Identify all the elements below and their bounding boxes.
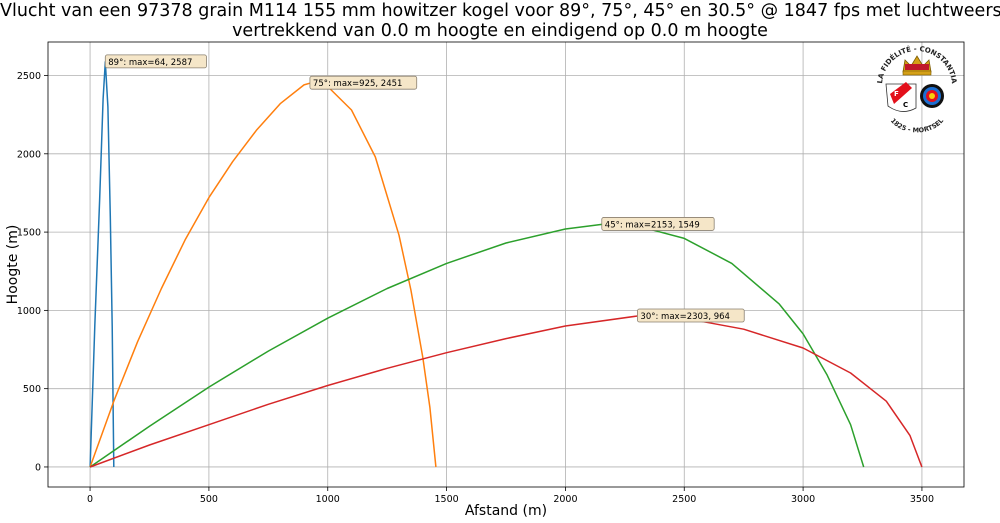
- svg-text:1825 - MORTSEL: 1825 - MORTSEL: [889, 117, 945, 134]
- x-tick-label: 2000: [553, 494, 577, 505]
- logo-letter-c: C: [903, 101, 908, 109]
- annotation-label: 75°: max=925, 2451: [313, 79, 403, 89]
- x-tick-label: 3500: [910, 494, 934, 505]
- x-tick-label: 2500: [672, 494, 696, 505]
- annotation-box: [601, 217, 715, 231]
- plot-frame: [47, 41, 965, 488]
- x-tick-label: 3000: [791, 494, 815, 505]
- logo-letter-f: F: [894, 90, 899, 98]
- annotation-label: 45°: max=2153, 1549: [605, 220, 700, 230]
- plot-area: [48, 42, 964, 487]
- chart-title-line-2: vertrekkend van 0.0 m hoogte en eindigen…: [232, 21, 768, 41]
- y-tick-label: 1500: [17, 228, 41, 239]
- y-tick-label: 2000: [17, 149, 41, 160]
- series-line-4: [89, 315, 923, 468]
- club-logo: LA FIDÉLITÉ - CONSTANTIA F C 1825 - MORT…: [876, 44, 958, 134]
- x-tick-label: 1500: [434, 494, 458, 505]
- crown-icon: [902, 55, 932, 76]
- y-tick-label: 1000: [17, 306, 41, 317]
- archery-target-icon: [920, 84, 944, 108]
- x-tick-label: 0: [87, 494, 93, 505]
- x-tick-label: 500: [200, 494, 218, 505]
- x-axis-label: Afstand (m): [465, 503, 547, 519]
- logo-bottom-text: 1825 - MORTSEL: [889, 117, 945, 134]
- series-line-3: [89, 223, 865, 468]
- y-tick-label: 2500: [17, 71, 41, 82]
- y-tick-label: 0: [35, 462, 41, 473]
- y-tick-label: 500: [23, 384, 41, 395]
- red-band-shield: [890, 82, 912, 104]
- x-tick-label: 1000: [316, 494, 340, 505]
- annotation-box: [637, 308, 745, 323]
- annotation-label: 30°: max=2303, 964: [640, 312, 730, 322]
- annotation-label: 89°: max=64, 2587: [108, 58, 192, 68]
- annotation-box: [104, 54, 207, 69]
- annotation-box: [309, 75, 418, 90]
- y-axis-label: Hoogte (m): [5, 225, 21, 305]
- series-line-2: [89, 82, 437, 468]
- chart-title-line-1: Vlucht van een 97378 grain M114 155 mm h…: [0, 1, 1000, 21]
